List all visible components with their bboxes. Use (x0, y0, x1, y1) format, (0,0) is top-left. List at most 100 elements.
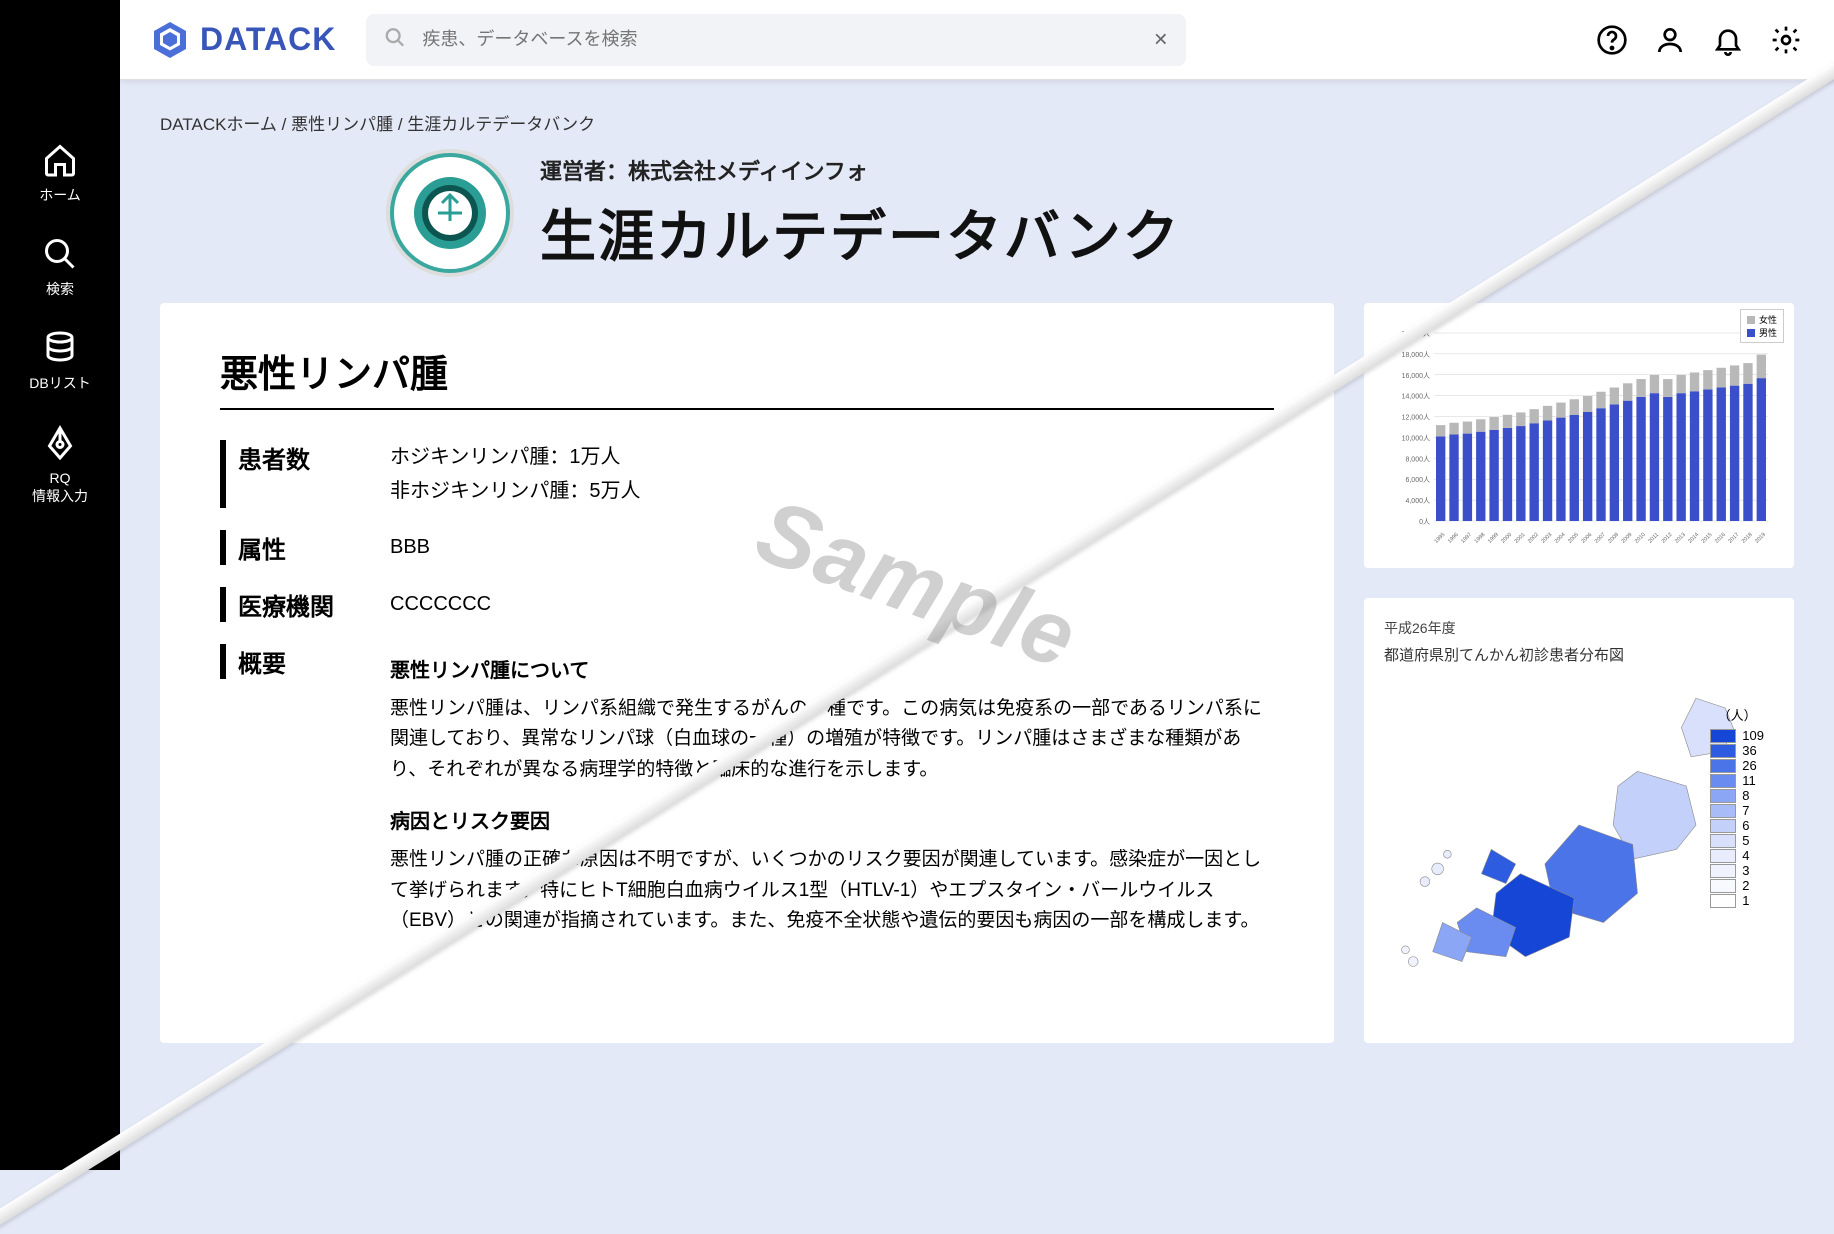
svg-text:2001: 2001 (1514, 532, 1527, 543)
svg-text:2006: 2006 (1580, 532, 1593, 543)
svg-text:2019: 2019 (1754, 532, 1767, 543)
legend-label-female: 女性 (1759, 313, 1777, 326)
search-input[interactable] (366, 14, 1186, 66)
sidebar-item-dblist[interactable]: DBリスト (29, 328, 90, 392)
svg-text:2004: 2004 (1554, 532, 1567, 543)
operator-label: 運営者：株式会社メディインフォ (540, 154, 1181, 186)
stacked-bar-chart: 20,000人18,000人16,000人14,000人12,000人10,00… (1384, 323, 1774, 543)
svg-text:2018: 2018 (1741, 532, 1754, 543)
info-label-patients: 患者数 (220, 440, 390, 508)
breadcrumb: DATACKホーム / 悪性リンパ腫 / 生涯カルテデータバンク (160, 110, 1794, 135)
svg-text:1997: 1997 (1460, 532, 1473, 543)
disease-panel: 悪性リンパ腫 患者数 ホジキンリンパ腫：1万人 非ホジキンリンパ腫：5万人 属性… (160, 303, 1334, 1043)
sidebar-label: ホーム (39, 186, 81, 204)
svg-text:6,000人: 6,000人 (1405, 476, 1430, 484)
map-card: 平成26年度 都道府県別てんかん初診患者分布図 (1364, 598, 1794, 1043)
legend-swatch-male (1747, 329, 1755, 337)
chart-card: 女性 男性 20,000人18,000人16,000人14,000人12,000… (1364, 303, 1794, 568)
topbar: DATACK ✕ (120, 0, 1834, 80)
breadcrumb-link[interactable]: DATACKホーム (160, 115, 277, 134)
svg-text:16,000人: 16,000人 (1402, 372, 1430, 380)
svg-text:2014: 2014 (1687, 532, 1700, 543)
chart-legend: 女性 男性 (1740, 309, 1784, 343)
info-value-attr: BBB (390, 530, 1274, 565)
map-legend-row: 3 (1710, 863, 1764, 878)
map-legend-row: 8 (1710, 788, 1764, 803)
sidebar-label: RQ 情報入力 (32, 469, 88, 505)
map-legend-row: 1 (1710, 893, 1764, 908)
svg-text:8,000人: 8,000人 (1405, 455, 1430, 463)
svg-text:2015: 2015 (1701, 532, 1714, 543)
svg-text:2002: 2002 (1527, 532, 1540, 543)
sidebar-item-rq[interactable]: RQ 情報入力 (32, 423, 88, 505)
svg-text:2008: 2008 (1607, 532, 1620, 543)
db-header: 運営者：株式会社メディインフォ 生涯カルテデータバンク (160, 153, 1794, 303)
sidebar: ホーム 検索 DBリスト RQ 情報入力 (0, 0, 120, 1170)
map-legend-row: 5 (1710, 833, 1764, 848)
user-icon[interactable] (1652, 22, 1688, 58)
svg-text:2003: 2003 (1540, 532, 1553, 543)
svg-text:14,000人: 14,000人 (1402, 393, 1430, 401)
section-heading: 悪性リンパ腫について (390, 654, 1274, 688)
org-logo (390, 153, 510, 273)
logo-icon (150, 20, 190, 60)
svg-text:2011: 2011 (1647, 532, 1660, 543)
info-label-inst: 医療機関 (220, 587, 390, 622)
pen-icon (40, 423, 80, 463)
map-legend-row: 4 (1710, 848, 1764, 863)
legend-swatch-female (1747, 316, 1755, 324)
legend-label-male: 男性 (1759, 326, 1777, 339)
search-icon (40, 234, 80, 274)
map-legend-row: 26 (1710, 758, 1764, 773)
svg-text:2000: 2000 (1500, 532, 1513, 543)
gear-icon[interactable] (1768, 22, 1804, 58)
map-legend-row: 2 (1710, 878, 1764, 893)
map-legend: （人） 10936261187654321 (1710, 705, 1764, 908)
svg-text:10,000人: 10,000人 (1402, 434, 1430, 442)
map-legend-row: 7 (1710, 803, 1764, 818)
svg-text:1996: 1996 (1447, 532, 1460, 543)
logo[interactable]: DATACK (150, 20, 336, 60)
disease-title: 悪性リンパ腫 (220, 343, 1274, 410)
clear-icon[interactable]: ✕ (1153, 29, 1168, 50)
svg-text:12,000人: 12,000人 (1402, 414, 1430, 422)
info-label-attr: 属性 (220, 530, 390, 565)
content: DATACKホーム / 悪性リンパ腫 / 生涯カルテデータバンク 運営者：株式会… (120, 80, 1834, 1170)
svg-text:2009: 2009 (1621, 532, 1634, 543)
svg-text:1998: 1998 (1474, 532, 1487, 543)
svg-text:2005: 2005 (1567, 532, 1580, 543)
map-legend-row: 11 (1710, 773, 1764, 788)
map-legend-row: 109 (1710, 728, 1764, 743)
help-icon[interactable] (1594, 22, 1630, 58)
db-title: 生涯カルテデータバンク (540, 192, 1181, 273)
svg-text:4,000人: 4,000人 (1405, 497, 1430, 505)
svg-text:1999: 1999 (1487, 532, 1500, 543)
map-year: 平成26年度 (1384, 618, 1774, 638)
sidebar-label: DBリスト (29, 374, 90, 392)
breadcrumb-current: 生涯カルテデータバンク (407, 115, 595, 134)
map-title: 都道府県別てんかん初診患者分布図 (1384, 644, 1774, 665)
sidebar-label: 検索 (46, 280, 74, 298)
map-legend-title: （人） (1710, 705, 1764, 724)
svg-text:2007: 2007 (1594, 532, 1607, 543)
svg-text:2012: 2012 (1661, 532, 1674, 543)
breadcrumb-link[interactable]: 悪性リンパ腫 (291, 115, 393, 134)
svg-text:2016: 2016 (1714, 532, 1727, 543)
section-body: 悪性リンパ腫は、リンパ系組織で発生するがんの一種です。この病気は免疫系の一部であ… (390, 694, 1274, 785)
svg-text:1995: 1995 (1434, 532, 1447, 543)
info-value-inst: CCCCCCC (390, 587, 1274, 622)
sidebar-item-search[interactable]: 検索 (40, 234, 80, 298)
map-legend-row: 6 (1710, 818, 1764, 833)
sidebar-item-home[interactable]: ホーム (39, 140, 81, 204)
bell-icon[interactable] (1710, 22, 1746, 58)
svg-text:0人: 0人 (1419, 518, 1430, 526)
search-wrap: ✕ (366, 14, 1186, 66)
database-icon (40, 328, 80, 368)
svg-text:18,000人: 18,000人 (1402, 351, 1430, 359)
info-label-overview: 概要 (220, 644, 390, 679)
svg-text:2010: 2010 (1634, 532, 1647, 543)
search-icon (384, 26, 406, 53)
main: DATACK ✕ (120, 0, 1834, 1170)
section-heading: 病因とリスク要因 (390, 805, 1274, 839)
home-icon (40, 140, 80, 180)
